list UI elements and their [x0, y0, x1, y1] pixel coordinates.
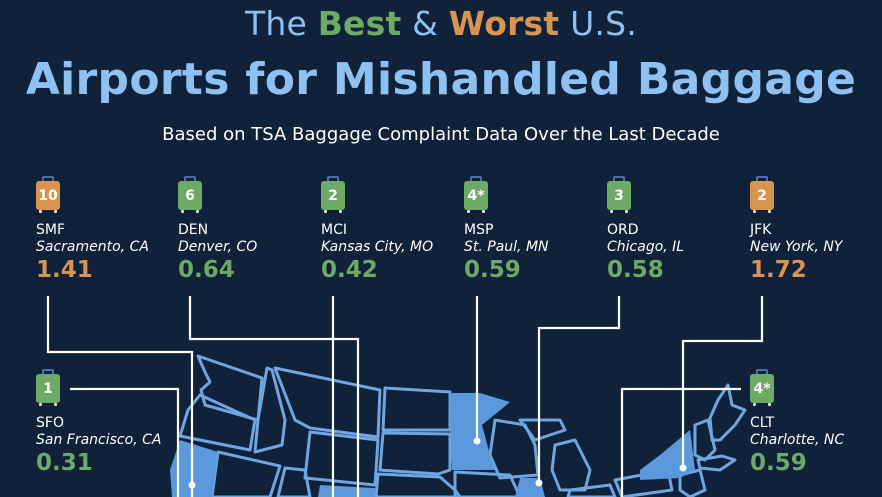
airport-code: DEN: [178, 222, 209, 238]
rank-badge: 2: [750, 181, 774, 210]
airport-card-sfo: 1 SFO San Francisco, CA 0.31: [36, 369, 206, 477]
airport-code: MCI: [321, 222, 347, 238]
state-colorado: [318, 485, 375, 497]
connector-ord: [537, 296, 621, 483]
airport-code: CLT: [750, 415, 775, 431]
dot-msp: [473, 437, 481, 445]
title-best: Best: [317, 4, 402, 43]
dot-ord: [535, 479, 543, 487]
airport-card-den: 6 DEN Denver, CO 0.64: [178, 176, 348, 284]
page-title: Airports for Mishandled Baggage: [25, 54, 857, 105]
luggage-icon: 4*: [464, 176, 488, 214]
rank-badge: 1: [36, 374, 60, 403]
airport-code: SMF: [36, 222, 66, 238]
connector-sfo: [70, 387, 180, 497]
airport-card-msp: 4* MSP St. Paul, MN 0.59: [464, 176, 634, 284]
connector-clt: [620, 387, 741, 497]
connector-smf: [46, 296, 194, 497]
airport-card-ord: 3 ORD Chicago, IL 0.58: [607, 176, 777, 284]
luggage-icon: 3: [607, 176, 631, 214]
airport-city: New York, NY: [750, 239, 843, 255]
title-suffix: U.S.: [559, 4, 637, 43]
connector-lines: [46, 296, 764, 497]
airport-value: 0.59: [464, 257, 521, 283]
connector-den: [188, 296, 360, 497]
connector-jfk: [681, 296, 764, 468]
airport-city: Denver, CO: [178, 239, 258, 255]
state-new-york: [640, 430, 695, 480]
airport-card-smf: 10 SMF Sacramento, CA 1.41: [36, 176, 206, 284]
luggage-icon: 6: [178, 176, 202, 214]
luggage-icon: 1: [36, 369, 60, 407]
airport-code: JFK: [750, 222, 772, 238]
airport-city: San Francisco, CA: [36, 432, 162, 448]
title-line-1: The Best & Worst U.S.: [0, 4, 882, 43]
airport-card-mci: 2 MCI Kansas City, MO 0.42: [321, 176, 491, 284]
title-worst: Worst: [448, 4, 560, 43]
location-dots: [188, 437, 687, 489]
title-amp: &: [401, 4, 449, 43]
airport-city: St. Paul, MN: [464, 239, 549, 255]
rank-badge: 4*: [750, 374, 774, 403]
airport-value: 1.72: [750, 257, 807, 283]
rank-badge: 10: [36, 181, 60, 210]
airport-value: 0.31: [36, 450, 93, 476]
airport-card-jfk: 2 JFK New York, NY 1.72: [750, 176, 882, 284]
airport-code: MSP: [464, 222, 494, 238]
dot-smf: [188, 481, 196, 489]
rank-badge: 3: [607, 181, 631, 210]
dot-jfk: [679, 464, 687, 472]
rank-badge: 4*: [464, 181, 488, 210]
airport-value: 0.42: [321, 257, 378, 283]
airport-city: Chicago, IL: [607, 239, 685, 255]
airport-code: ORD: [607, 222, 639, 238]
airport-city: Sacramento, CA: [36, 239, 149, 255]
airport-city: Kansas City, MO: [321, 239, 434, 255]
title-prefix: The: [245, 4, 318, 43]
rank-badge: 2: [321, 181, 345, 210]
luggage-icon: 2: [750, 176, 774, 214]
airport-value: 0.58: [607, 257, 664, 283]
airport-value: 0.64: [178, 257, 235, 283]
luggage-icon: 10: [36, 176, 60, 214]
airport-card-clt: 4* CLT Charlotte, NC 0.59: [750, 369, 882, 477]
airport-value: 0.59: [750, 450, 807, 476]
rank-badge: 6: [178, 181, 202, 210]
luggage-icon: 2: [321, 176, 345, 214]
state-california: [170, 440, 218, 497]
luggage-icon: 4*: [750, 369, 774, 407]
airport-value: 1.41: [36, 257, 93, 283]
airport-city: Charlotte, NC: [750, 432, 845, 448]
state-minnesota: [449, 393, 510, 470]
subtitle: Based on TSA Baggage Complaint Data Over…: [162, 124, 720, 145]
airport-code: SFO: [36, 415, 64, 431]
state-outlines: [178, 354, 747, 497]
